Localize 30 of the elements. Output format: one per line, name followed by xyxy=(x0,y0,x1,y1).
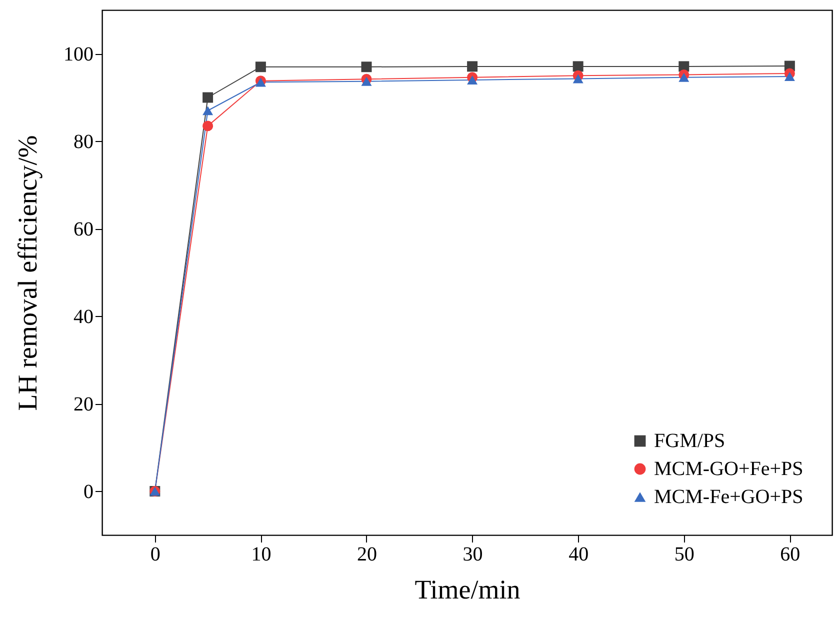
point xyxy=(784,72,795,82)
point xyxy=(202,120,214,132)
y-axis-title: LH removal efficiency/% xyxy=(12,135,42,411)
x-axis-title: Time/min xyxy=(414,574,521,604)
x-tick-label: 0 xyxy=(150,544,160,566)
y-tick-label: 20 xyxy=(74,393,94,416)
point xyxy=(202,106,214,116)
point xyxy=(361,62,372,72)
y-tick-label: 80 xyxy=(74,130,94,153)
x-tick-label: 30 xyxy=(462,544,483,566)
point xyxy=(361,76,372,86)
point xyxy=(255,62,266,72)
legend-label: MCM-GO+Fe+PS xyxy=(654,458,804,480)
point xyxy=(467,75,478,85)
point xyxy=(202,92,214,103)
point xyxy=(572,61,584,72)
point xyxy=(467,61,478,72)
y-tick-label: 60 xyxy=(74,218,94,240)
legend-label: MCM-Fe+GO+PS xyxy=(654,486,804,508)
y-tick-label: 100 xyxy=(64,43,94,66)
point xyxy=(572,74,584,84)
x-tick-label: 40 xyxy=(568,544,589,566)
y-tick-label: 40 xyxy=(74,306,94,328)
point xyxy=(678,72,690,82)
x-tick-label: 60 xyxy=(780,544,800,566)
x-tick-label: 10 xyxy=(251,544,272,566)
x-tick-label: 50 xyxy=(674,544,694,566)
legend-label: FGM/PS xyxy=(654,430,726,452)
y-tick-label: 0 xyxy=(84,480,94,503)
x-tick-label: 20 xyxy=(356,544,377,566)
